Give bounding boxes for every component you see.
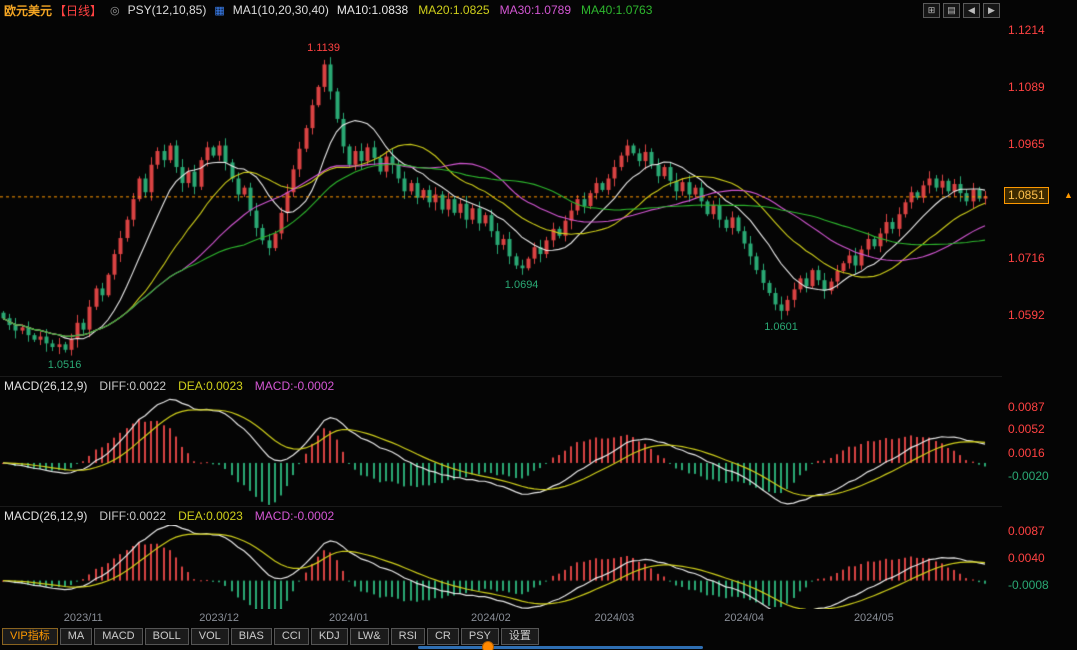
zoom-in-icon[interactable]: ⊞ — [923, 2, 940, 18]
timeframe-label: 【日线】 — [54, 3, 103, 18]
tab-ma[interactable]: MA — [59, 628, 93, 645]
tab-settings[interactable]: 设置 — [500, 628, 539, 645]
macd-dea-value: DEA:0.0023 — [178, 379, 243, 393]
current-price-tag: 1.0851 — [1004, 187, 1049, 205]
pan-left-icon[interactable]: ◀ — [963, 2, 980, 18]
y-axis-label: 1.0965 — [1008, 137, 1045, 152]
x-axis-label: 2024/03 — [594, 612, 635, 624]
tab-vol[interactable]: VOL — [190, 628, 229, 645]
chart-annotation: 1.0694 — [504, 279, 539, 292]
macd-panel-2-header: MACD(26,12,9) DIFF:0.0022 DEA:0.0023 MAC… — [4, 508, 334, 524]
x-axis-label: 2024/01 — [328, 612, 369, 624]
ma-indicator-icon[interactable]: ▦ — [214, 4, 225, 17]
tab-macd[interactable]: MACD — [94, 628, 143, 645]
x-axis-label: 2023/12 — [199, 612, 240, 624]
macd-axis-label: 0.0087 — [1008, 524, 1045, 539]
chart-annotation: 1.1139 — [307, 42, 340, 55]
panel-divider — [0, 376, 1002, 377]
x-axis-label: 2024/04 — [724, 612, 764, 624]
symbol-title: 欧元美元 — [4, 3, 53, 18]
ma-value-label: MA20:1.0825 — [418, 3, 490, 17]
y-axis-label: 1.0592 — [1008, 307, 1045, 322]
macd-panel-1-header: MACD(26,12,9) DIFF:0.0022 DEA:0.0023 MAC… — [4, 378, 334, 394]
x-axis-label: 2024/05 — [853, 612, 894, 624]
chart-header: 欧元美元 【日线】 ◎ PSY(12,10,85) ▦ MA1(10,20,30… — [0, 0, 1006, 20]
tab-bias[interactable]: BIAS — [230, 628, 272, 645]
horizontal-scrollbar-thumb[interactable] — [418, 646, 703, 649]
macd-bar-value: MACD:-0.0002 — [254, 509, 335, 523]
y-axis-label: 1.1214 — [1008, 23, 1045, 38]
x-axis-label: 2024/02 — [471, 612, 511, 624]
tab-cci[interactable]: CCI — [273, 628, 309, 645]
panel-divider — [0, 506, 1002, 507]
chart-annotation: 1.0516 — [47, 359, 82, 372]
macd-bar-value: MACD:-0.0002 — [254, 379, 335, 393]
ma-value-label: MA30:1.0789 — [499, 3, 571, 17]
price-arrow-icon: ▲ — [1064, 190, 1073, 201]
tab-boll[interactable]: BOLL — [144, 628, 189, 645]
macd-axis-label: -0.0020 — [1008, 468, 1049, 483]
macd-diff-value: DIFF:0.0022 — [99, 509, 167, 523]
macd-axis-label: 0.0087 — [1008, 399, 1045, 414]
psy-indicator-label: PSY(12,10,85) — [127, 3, 207, 17]
macd-dea-value: DEA:0.0023 — [178, 509, 243, 523]
macd-diff-value: DIFF:0.0022 — [99, 379, 167, 393]
scrollbar-knob[interactable] — [482, 641, 494, 650]
indicator-tabbar: VIP指标 MA MACD BOLL VOL BIAS CCI KDJ LW& RSI CR PSY 设… — [2, 628, 539, 645]
tab-vip[interactable]: VIP指标 — [2, 628, 58, 645]
macd-axis-label: -0.0008 — [1008, 578, 1049, 593]
macd-panel-1-canvas[interactable] — [0, 395, 990, 505]
main-chart-canvas[interactable] — [0, 20, 990, 375]
macd-axis-label: 0.0040 — [1008, 550, 1045, 565]
macd-panel-2-canvas[interactable] — [0, 525, 990, 609]
ma-values: MA10:1.0838 MA20:1.0825 MA30:1.0789 MA40:1.… — [337, 3, 653, 17]
chart-toolbar: ⊞ ▤ ◀ ▶ — [923, 2, 1000, 18]
tab-rsi[interactable]: RSI — [390, 628, 425, 645]
macd-axis-label: 0.0052 — [1008, 422, 1045, 437]
chart-annotation: 1.0601 — [764, 320, 798, 333]
tab-kdj[interactable]: KDJ — [310, 628, 348, 645]
eye-icon[interactable]: ◎ — [110, 4, 120, 17]
macd-axis-label: 0.0016 — [1008, 445, 1045, 460]
tab-cr[interactable]: CR — [426, 628, 459, 645]
ma-value-label: MA10:1.0838 — [336, 3, 409, 17]
macd-title: MACD(26,12,9) — [4, 509, 88, 523]
y-axis-label: 1.0716 — [1008, 251, 1045, 266]
tab-lwr[interactable]: LW& — [349, 628, 389, 645]
ma-value-label: MA40:1.0763 — [581, 3, 653, 17]
pan-right-icon[interactable]: ▶ — [983, 2, 1000, 18]
macd-title: MACD(26,12,9) — [4, 379, 88, 393]
chart-style-icon[interactable]: ▤ — [943, 2, 960, 18]
x-axis-label: 2023/11 — [63, 612, 103, 624]
ma-group-label: MA1(10,20,30,40) — [232, 3, 329, 17]
tab-psy[interactable]: PSY — [460, 628, 499, 645]
y-axis-label: 1.1089 — [1008, 80, 1045, 95]
